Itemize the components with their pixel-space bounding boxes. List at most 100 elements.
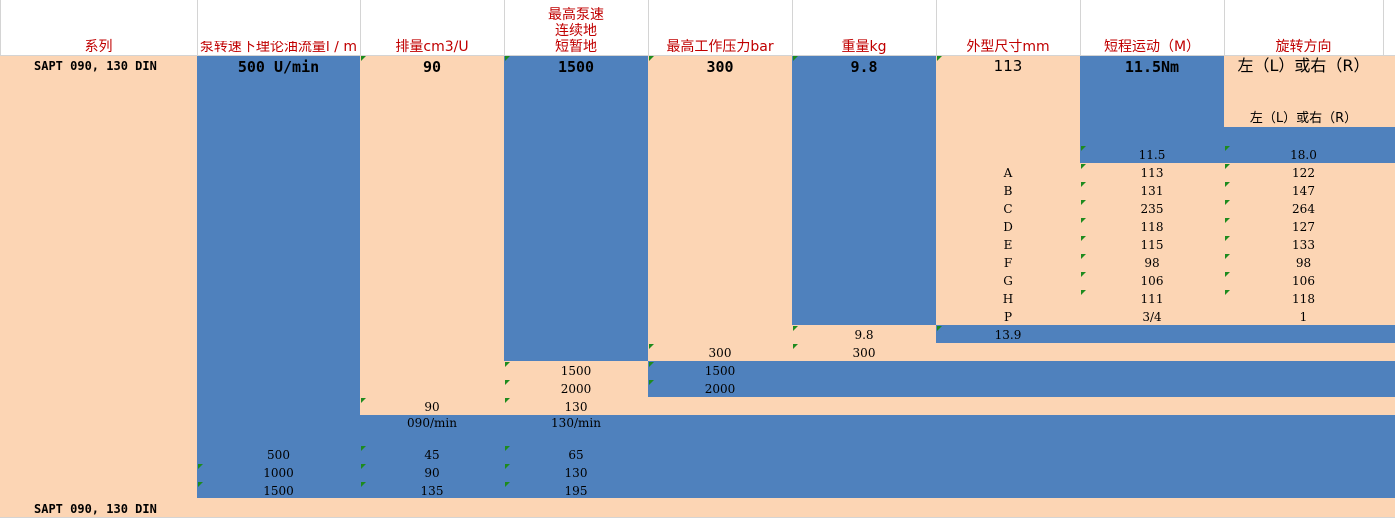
dimension-letter: B [1003, 184, 1013, 198]
torque-value: 11.5Nm [1124, 58, 1180, 76]
header-flow: 泵转速下理论油流量l / m [199, 41, 358, 54]
dimension-value-090: 98 [1144, 256, 1160, 270]
dimension-value-090: 115 [1140, 238, 1164, 252]
torque-130: 18.0 [1290, 148, 1317, 162]
header-weight: 重量kg [841, 39, 887, 55]
header-max-speed-1: 最高泵速 [548, 7, 604, 23]
flag-indicator [1081, 182, 1086, 187]
flow-rpm-1: 500 [267, 448, 290, 462]
flag-indicator [1081, 290, 1086, 295]
flow-rpm-3: 1500 [263, 484, 294, 498]
flow-130-1: 65 [568, 448, 584, 462]
speed-row2-int: 2000 [704, 382, 736, 396]
weight-090: 9.8 [854, 328, 874, 342]
speed-block [504, 56, 648, 361]
flag-indicator [793, 326, 798, 331]
flag-indicator [1081, 272, 1086, 277]
dimension-value-130: 127 [1292, 220, 1315, 234]
flag-indicator [1081, 254, 1086, 259]
flag-indicator [649, 56, 654, 61]
flow-090-2: 90 [424, 466, 440, 480]
flag-indicator [505, 56, 510, 61]
displacement-value: 90 [422, 58, 442, 76]
speed-row2-cont: 2000 [560, 382, 592, 396]
flow-rows-block [360, 415, 1395, 498]
flow-130-3: 195 [564, 484, 588, 498]
dimension-value-130: 106 [1292, 274, 1315, 288]
flag-indicator [361, 482, 366, 487]
flag-indicator [649, 362, 654, 367]
dimension-value-090: 118 [1140, 220, 1164, 234]
weight-row-block [936, 325, 1395, 343]
pressure-090: 300 [708, 346, 732, 360]
flag-indicator [1225, 200, 1230, 205]
flow-value: 500 U/min [237, 58, 320, 76]
speed-value: 1500 [557, 58, 595, 76]
dimension-letter: F [1003, 256, 1013, 270]
dimension-letter: E [1003, 238, 1013, 252]
dimension-letter: H [1002, 292, 1014, 306]
flow-130-2: 130 [564, 466, 588, 480]
dimension-value-130: 133 [1292, 238, 1315, 252]
flag-indicator [505, 398, 510, 403]
header-pressure: 最高工作压力bar [666, 39, 774, 55]
displacement-130: 130 [564, 400, 588, 414]
header-torque: 短程运动（M） [1103, 39, 1201, 55]
flag-indicator [361, 464, 366, 469]
pressure-row-block [648, 361, 1395, 397]
dimension-value-090: 235 [1140, 202, 1164, 216]
pressure-130: 300 [852, 346, 876, 360]
dimension-value-090: 106 [1140, 274, 1164, 288]
header-max-speed-2: 连续地 [555, 23, 597, 39]
dimension-value-130: 147 [1292, 184, 1315, 198]
torque-090: 11.5 [1138, 148, 1166, 162]
flag-indicator [505, 464, 510, 469]
weight-block [792, 56, 936, 325]
flag-indicator [649, 380, 654, 385]
dimension-letter: D [1003, 220, 1013, 234]
flag-indicator [1225, 218, 1230, 223]
flag-indicator [793, 344, 798, 349]
dimension-value-090: 3/4 [1142, 310, 1162, 324]
flow-block [197, 56, 360, 498]
rotation-repeat: 左（L）或右（R） [1249, 111, 1358, 126]
footer-series-label: SAPT 090, 130 DIN [34, 502, 157, 516]
flag-indicator [1225, 182, 1230, 187]
flag-indicator [505, 446, 510, 451]
torque-block [1080, 56, 1224, 127]
series-label: SAPT 090, 130 DIN [34, 59, 157, 73]
flag-indicator [361, 56, 366, 61]
flag-indicator [198, 482, 203, 487]
flag-indicator [937, 56, 942, 61]
flow-090-1: 45 [424, 448, 440, 462]
flag-indicator [1225, 236, 1230, 241]
header-series: 系列 [84, 39, 113, 55]
dimension-value-130: 122 [1292, 166, 1315, 180]
pressure-value: 300 [706, 58, 734, 76]
dimension-letter: A [1003, 166, 1013, 180]
speed-row1-cont: 1500 [560, 364, 592, 378]
dimension-value-130: 98 [1295, 256, 1312, 270]
flag-indicator [1081, 218, 1086, 223]
dimension-letter: C [1003, 202, 1013, 216]
flag-indicator [1225, 272, 1230, 277]
flow-rpm-2: 1000 [263, 466, 294, 480]
flag-indicator [1081, 200, 1086, 205]
dimension-value-130: 118 [1292, 292, 1315, 306]
header-max-speed-3: 短暂地 [555, 39, 597, 55]
header-rotation: 旋转方向 [1275, 39, 1332, 55]
dimension-value-130: 264 [1292, 202, 1315, 216]
flag-indicator [1081, 236, 1086, 241]
dimension-value-130: 1 [1299, 310, 1308, 324]
flag-indicator [793, 56, 798, 61]
speed-row1-int: 1500 [704, 364, 736, 378]
torque-row-block [1080, 127, 1395, 163]
dimensions-value: 113 [993, 57, 1023, 75]
flag-indicator [505, 482, 510, 487]
header-dimensions: 外型尺寸mm [966, 39, 1050, 55]
weight-value: 9.8 [850, 58, 878, 76]
dimension-letter: P [1003, 310, 1013, 324]
flag-indicator [649, 344, 654, 349]
flag-indicator [1225, 146, 1230, 151]
